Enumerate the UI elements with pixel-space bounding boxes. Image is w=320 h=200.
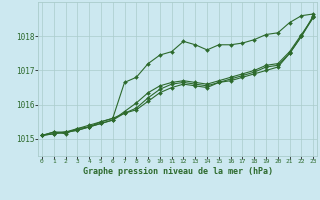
X-axis label: Graphe pression niveau de la mer (hPa): Graphe pression niveau de la mer (hPa) bbox=[83, 167, 273, 176]
